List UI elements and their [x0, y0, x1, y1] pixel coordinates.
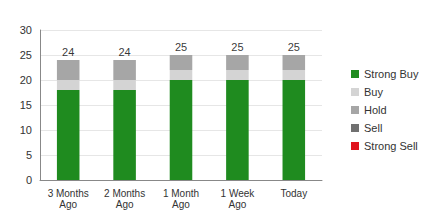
svg-text:2 Months: 2 Months	[104, 188, 145, 199]
svg-text:24: 24	[62, 46, 74, 58]
svg-text:Buy: Buy	[364, 86, 383, 98]
svg-text:Hold: Hold	[364, 104, 387, 116]
svg-text:Ago: Ago	[116, 199, 134, 210]
svg-text:1 Month: 1 Month	[163, 188, 199, 199]
svg-text:Sell: Sell	[364, 122, 382, 134]
svg-text:25: 25	[288, 41, 300, 53]
svg-text:Today: Today	[280, 188, 307, 199]
svg-text:15: 15	[20, 99, 32, 111]
svg-text:Ago: Ago	[59, 199, 77, 210]
svg-text:3 Months: 3 Months	[48, 188, 89, 199]
svg-text:30: 30	[20, 24, 32, 36]
svg-text:25: 25	[20, 49, 32, 61]
svg-text:25: 25	[175, 41, 187, 53]
svg-text:10: 10	[20, 124, 32, 136]
svg-text:Ago: Ago	[229, 199, 247, 210]
svg-text:Ago: Ago	[172, 199, 190, 210]
svg-text:Strong Buy: Strong Buy	[364, 68, 419, 80]
svg-text:Strong Sell: Strong Sell	[364, 140, 418, 152]
svg-text:1 Week: 1 Week	[221, 188, 256, 199]
svg-text:5: 5	[26, 149, 32, 161]
svg-text:25: 25	[231, 41, 243, 53]
svg-text:24: 24	[118, 46, 130, 58]
svg-text:20: 20	[20, 74, 32, 86]
svg-text:0: 0	[26, 174, 32, 186]
